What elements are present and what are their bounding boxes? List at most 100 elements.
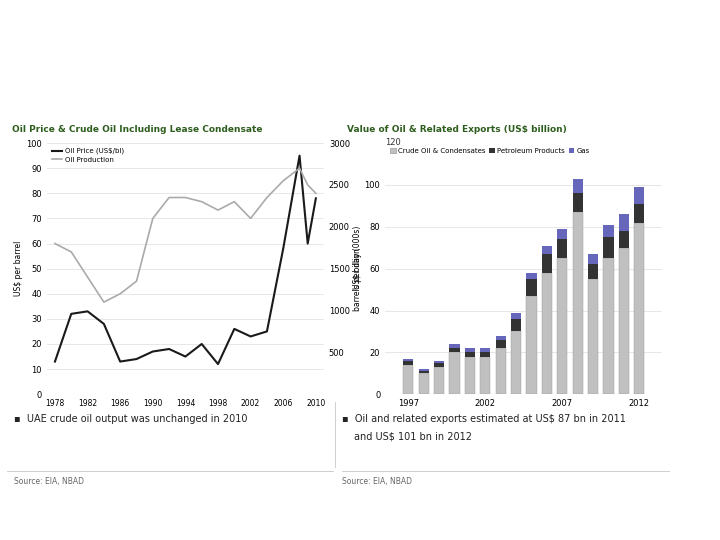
- Bar: [588, 254, 598, 265]
- Oil Production: [214, 207, 222, 213]
- Oil Price (US$/bl): [50, 359, 59, 365]
- Oil Production: [50, 240, 59, 247]
- Bar: [526, 296, 536, 394]
- Oil Price (US$/bl): [230, 326, 238, 332]
- Oil Production: [99, 299, 108, 306]
- Oil Price (US$/bl): [67, 310, 76, 317]
- Text: 120: 120: [385, 138, 401, 147]
- Bar: [619, 214, 629, 231]
- Oil Production: [246, 215, 255, 221]
- Bar: [495, 348, 505, 394]
- Bar: [465, 356, 475, 394]
- Oil Production: [116, 291, 125, 297]
- Bar: [511, 319, 521, 332]
- Bar: [449, 348, 459, 352]
- Text: United Arab Emirates: United Arab Emirates: [17, 78, 233, 96]
- Bar: [542, 273, 552, 394]
- Line: Oil Production: Oil Production: [55, 168, 316, 302]
- Bar: [557, 229, 567, 239]
- Bar: [526, 279, 536, 296]
- Oil Price (US$/bl): [279, 245, 287, 252]
- Bar: [603, 258, 613, 394]
- Oil Production: [67, 248, 76, 255]
- Text: ▪  UAE crude oil output was unchanged in 2010: ▪ UAE crude oil output was unchanged in …: [14, 414, 248, 424]
- Oil Price (US$/bl): [295, 152, 304, 159]
- Bar: [572, 179, 582, 193]
- Oil Price (US$/bl): [181, 353, 189, 360]
- Bar: [634, 222, 644, 394]
- Oil Production: [263, 194, 271, 201]
- Oil Production: [84, 274, 92, 280]
- Bar: [511, 332, 521, 394]
- Oil Price (US$/bl): [116, 359, 125, 365]
- Bar: [434, 367, 444, 394]
- Bar: [434, 363, 444, 367]
- Text: and US$ 101 bn in 2012: and US$ 101 bn in 2012: [354, 431, 472, 442]
- Oil Production: [303, 181, 312, 188]
- Bar: [526, 273, 536, 279]
- Bar: [542, 254, 552, 273]
- Bar: [634, 204, 644, 222]
- Oil Price (US$/bl): [197, 341, 206, 347]
- Oil Price (US$/bl): [165, 346, 174, 352]
- Oil Price (US$/bl): [246, 333, 255, 340]
- Bar: [634, 187, 644, 204]
- Oil Production: [181, 194, 189, 201]
- Bar: [419, 373, 428, 394]
- Oil Price (US$/bl): [99, 321, 108, 327]
- Bar: [542, 246, 552, 254]
- Oil Price (US$/bl): [132, 356, 141, 362]
- Oil Price (US$/bl): [214, 361, 222, 367]
- Text: NATIONAL BANK OF ABU DHABI: NATIONAL BANK OF ABU DHABI: [582, 90, 647, 94]
- Bar: [480, 352, 490, 356]
- Bar: [495, 340, 505, 348]
- Bar: [511, 313, 521, 319]
- Bar: [588, 265, 598, 279]
- Legend: Crude Oil & Condensates, Petroleum Products, Gas: Crude Oil & Condensates, Petroleum Produ…: [389, 146, 591, 156]
- Text: Among the world's 50 safest banks in 2009 (Global Finance) I Official bank of th: Among the world's 50 safest banks in 200…: [14, 515, 531, 523]
- Bar: [403, 361, 413, 365]
- Bar: [403, 359, 413, 361]
- Oil Production: [230, 198, 238, 205]
- Oil Production: [197, 198, 206, 205]
- Line: Oil Price (US$/bl): Oil Price (US$/bl): [55, 156, 316, 364]
- Oil Production: [312, 190, 320, 197]
- Oil Production: [132, 278, 141, 285]
- Oil Production: [148, 215, 157, 221]
- Oil Price (US$/bl): [303, 240, 312, 247]
- Text: Source: EIA, NBAD: Source: EIA, NBAD: [14, 477, 84, 486]
- Bar: [465, 352, 475, 356]
- Bar: [619, 248, 629, 394]
- Bar: [480, 356, 490, 394]
- Text: ▪  Oil and related exports estimated at US$ 87 bn in 2011: ▪ Oil and related exports estimated at U…: [342, 414, 626, 424]
- Legend: Oil Price (US$/bl), Oil Production: Oil Price (US$/bl), Oil Production: [50, 146, 125, 164]
- Oil Production: [279, 178, 287, 184]
- Text: Oil Price & Crude Oil Including Lease Condensate: Oil Price & Crude Oil Including Lease Co…: [12, 125, 263, 134]
- Bar: [403, 365, 413, 394]
- Bar: [603, 237, 613, 258]
- Bar: [603, 225, 613, 237]
- Bar: [557, 239, 567, 258]
- Y-axis label: US$ per barrel: US$ per barrel: [14, 241, 24, 296]
- Bar: [557, 258, 567, 394]
- Y-axis label: barrels per day (000s): barrels per day (000s): [353, 226, 361, 312]
- Oil Price (US$/bl): [312, 195, 320, 201]
- Text: بنت ابوظبی الوطنی: بنت ابوظبی الوطنی: [578, 73, 651, 79]
- Y-axis label: US$ billion: US$ billion: [353, 248, 362, 289]
- Bar: [572, 212, 582, 394]
- Bar: [572, 193, 582, 212]
- Bar: [434, 361, 444, 363]
- Bar: [419, 369, 428, 371]
- Bar: [465, 348, 475, 352]
- Oil Price (US$/bl): [84, 308, 92, 315]
- Text: Value of Oil & Related Exports (US$ billion): Value of Oil & Related Exports (US$ bill…: [347, 125, 567, 134]
- Bar: [495, 335, 505, 340]
- Bar: [419, 371, 428, 373]
- Bar: [588, 279, 598, 394]
- Bar: [449, 352, 459, 394]
- Bar: [619, 231, 629, 248]
- Oil Production: [165, 194, 174, 201]
- Bar: [449, 344, 459, 348]
- Text: 8: 8: [693, 511, 703, 526]
- Oil Price (US$/bl): [148, 348, 157, 355]
